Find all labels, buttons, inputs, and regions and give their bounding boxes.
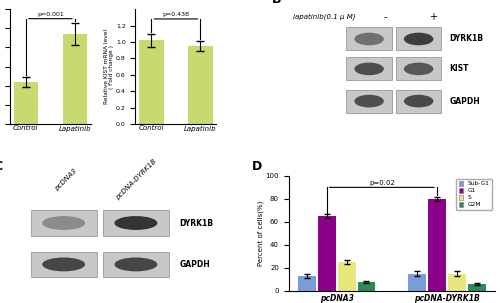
Text: GAPDH: GAPDH [179, 260, 210, 269]
Text: pcDNA-DYRK1B: pcDNA-DYRK1B [114, 158, 158, 201]
Bar [448, 274, 466, 291]
Bar [396, 57, 442, 80]
Bar [396, 90, 442, 113]
Text: C: C [0, 160, 2, 173]
Bar [188, 46, 212, 124]
Text: GAPDH: GAPDH [450, 97, 480, 106]
Y-axis label: Relative KIST mRNA level
( Fold change ): Relative KIST mRNA level ( Fold change ) [104, 29, 115, 104]
Text: DYRK1B: DYRK1B [450, 35, 484, 44]
Ellipse shape [114, 216, 158, 230]
Ellipse shape [404, 95, 434, 108]
Text: KIST: KIST [450, 65, 469, 73]
Bar [62, 34, 88, 124]
Bar [346, 90, 392, 113]
Text: DYRK1B: DYRK1B [179, 218, 213, 228]
Text: pcDNA3: pcDNA3 [54, 167, 78, 191]
Bar [298, 276, 316, 291]
Bar [103, 210, 169, 236]
Text: +: + [429, 12, 437, 22]
Ellipse shape [42, 216, 85, 230]
Ellipse shape [404, 63, 434, 75]
Text: B: B [272, 0, 281, 6]
Text: p=0.02: p=0.02 [369, 180, 395, 186]
Text: -: - [384, 12, 388, 22]
Y-axis label: Percent of cells(%): Percent of cells(%) [258, 201, 264, 266]
Bar [318, 216, 336, 291]
Bar [408, 274, 426, 291]
Ellipse shape [114, 258, 158, 271]
Ellipse shape [354, 33, 384, 45]
Bar [346, 28, 392, 51]
Bar [139, 40, 164, 124]
Text: p=0.001: p=0.001 [37, 12, 64, 17]
Ellipse shape [42, 258, 85, 271]
Bar [338, 262, 355, 291]
Bar [30, 210, 96, 236]
Bar [346, 57, 392, 80]
Text: p=0.438: p=0.438 [162, 12, 190, 17]
Ellipse shape [354, 63, 384, 75]
Bar [468, 284, 485, 291]
Text: D: D [252, 160, 262, 173]
Bar [358, 282, 376, 291]
Bar [30, 252, 96, 277]
Legend: Sub-G1, G1, S, G2M: Sub-G1, G1, S, G2M [456, 179, 492, 210]
Text: lapatinib(0.1 µ M): lapatinib(0.1 µ M) [292, 14, 355, 20]
Bar [14, 82, 38, 124]
Bar [396, 28, 442, 51]
Ellipse shape [404, 33, 434, 45]
Bar [428, 199, 446, 291]
Ellipse shape [354, 95, 384, 108]
Bar [103, 252, 169, 277]
